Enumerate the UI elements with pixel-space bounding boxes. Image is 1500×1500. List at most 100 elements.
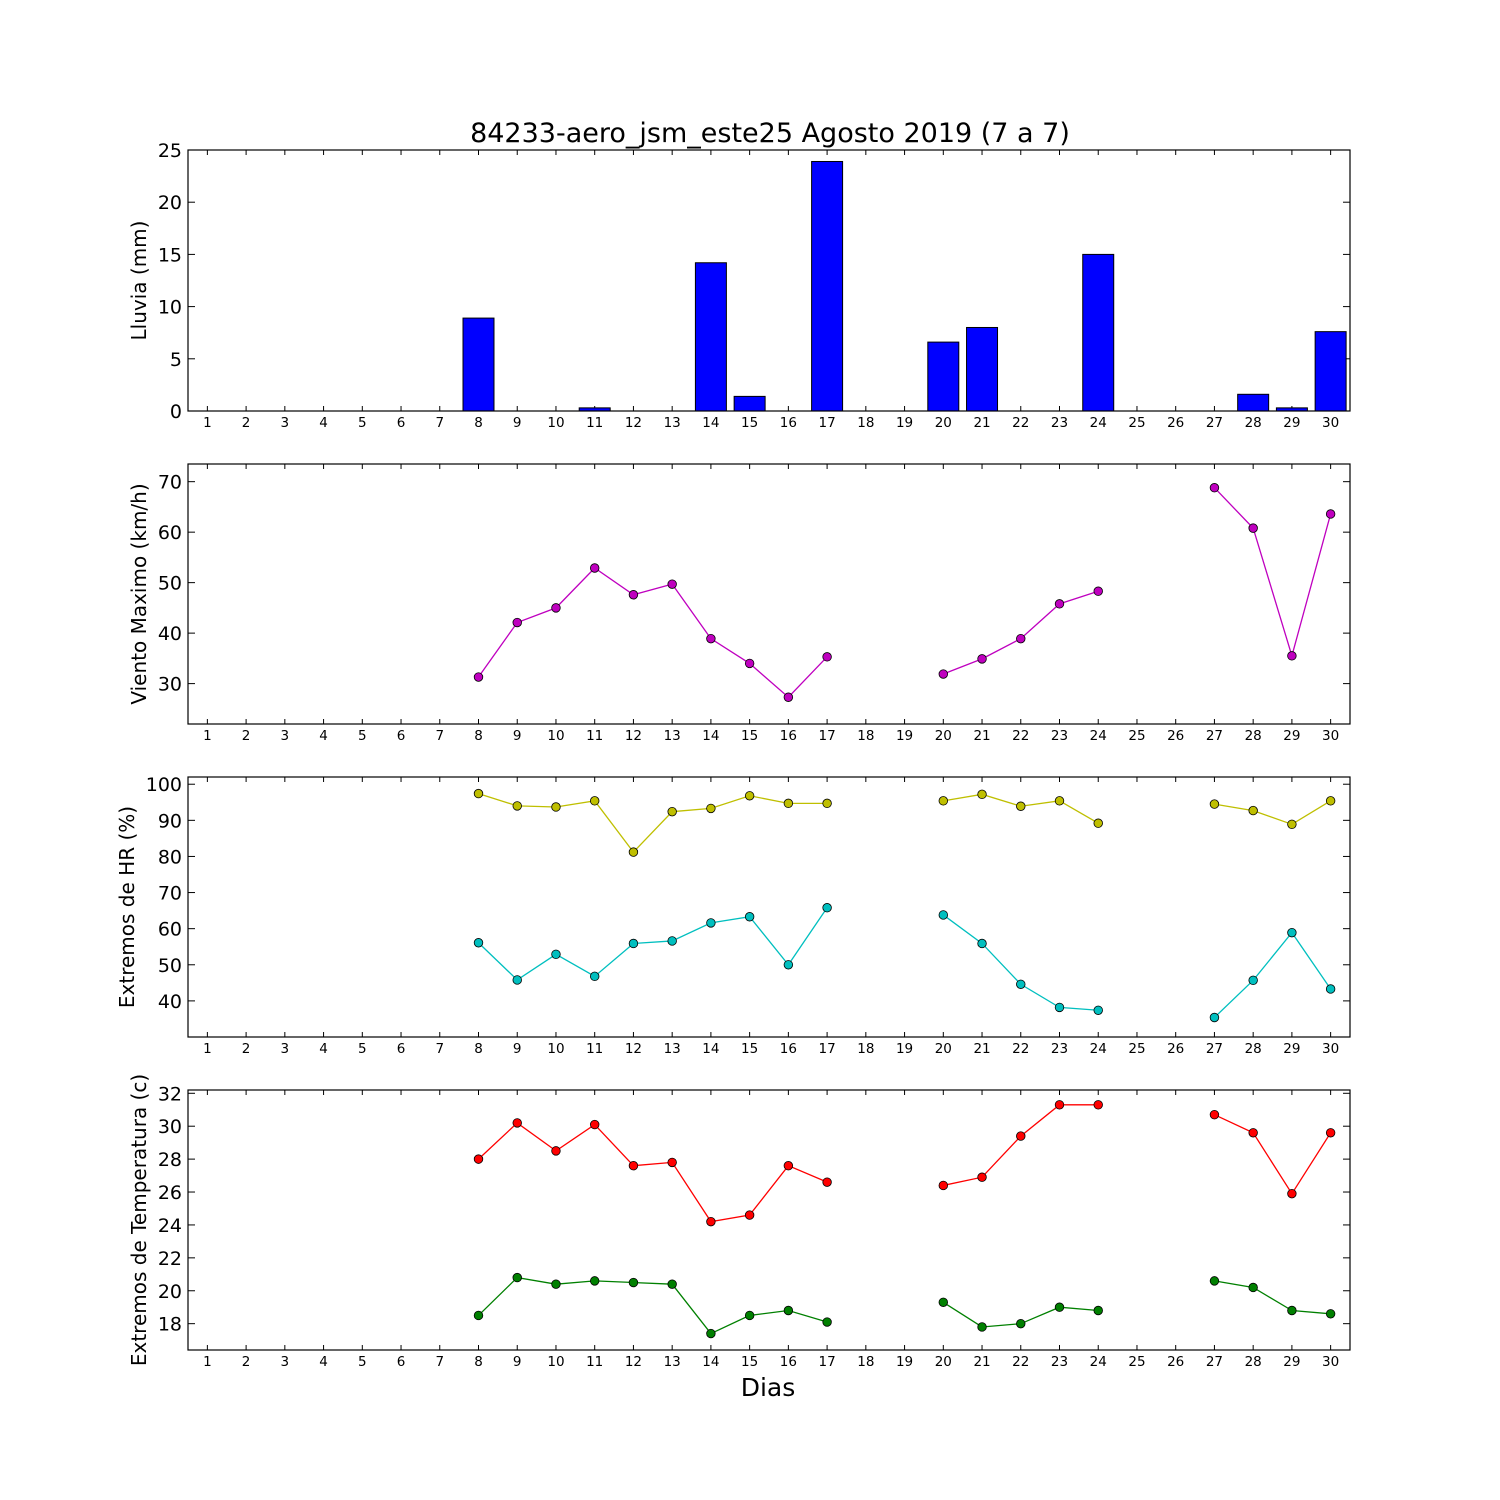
data-point: [744, 791, 755, 801]
x-tick-label: 21: [973, 1354, 990, 1370]
x-tick-label: 2: [242, 728, 251, 744]
x-tick-label: 12: [625, 1041, 642, 1057]
x-tick-label: 30: [1322, 728, 1339, 744]
x-tick-label: 11: [586, 415, 603, 431]
data-point: [473, 938, 484, 948]
data-point: [822, 903, 832, 913]
x-tick-label: 11: [586, 1354, 603, 1370]
x-tick-label: 7: [435, 415, 444, 431]
data-point: [1248, 975, 1258, 986]
series-line: [478, 1276, 828, 1335]
x-tick-label: 27: [1206, 728, 1223, 744]
x-tick-label: 1: [203, 1041, 212, 1057]
data-point: [1287, 927, 1297, 938]
data-point: [1054, 599, 1065, 609]
data-point: [1016, 1131, 1026, 1141]
data-point: [590, 1276, 600, 1286]
series-line: [1213, 487, 1332, 659]
data-point: [783, 798, 794, 809]
y-tick-label: 0: [170, 401, 182, 423]
data-point: [783, 960, 794, 970]
data-point: [1093, 1100, 1103, 1110]
series-line: [1213, 931, 1332, 1018]
y-tick-label: 30: [158, 1116, 182, 1138]
x-tick-label: 22: [1012, 1354, 1029, 1370]
x-tick-label: 11: [586, 728, 603, 744]
data-point: [512, 801, 522, 811]
x-tick-label: 10: [547, 1041, 564, 1057]
data-point: [628, 590, 639, 600]
data-point: [1209, 799, 1220, 809]
x-tick-label: 5: [358, 728, 367, 744]
x-tick-label: 2: [242, 415, 251, 431]
data-point: [1248, 805, 1258, 816]
data-point: [1016, 1318, 1026, 1329]
data-point: [590, 1119, 600, 1130]
y-tick-label: 22: [158, 1248, 182, 1270]
data-point: [706, 1216, 716, 1227]
bar: [927, 341, 960, 412]
x-tick-label: 24: [1090, 1041, 1107, 1057]
x-tick-label: 21: [973, 728, 990, 744]
data-point: [1287, 651, 1297, 661]
data-point: [1209, 1109, 1220, 1120]
series-line: [943, 590, 1099, 675]
y-tick-label: 10: [158, 297, 182, 319]
x-tick-label: 16: [780, 415, 797, 431]
x-tick-label: 1: [203, 728, 212, 744]
data-point: [1325, 1128, 1336, 1138]
data-point: [1248, 1282, 1258, 1293]
x-tick-label: 19: [896, 415, 913, 431]
data-point: [938, 796, 949, 806]
data-point: [706, 803, 716, 814]
data-point: [590, 563, 600, 573]
x-tick-label: 21: [973, 415, 990, 431]
x-tick-label: 17: [819, 415, 836, 431]
y-tick-label: 50: [158, 573, 182, 595]
data-point: [783, 1305, 794, 1316]
y-tick-label: 60: [158, 919, 182, 941]
x-tick-label: 23: [1051, 728, 1068, 744]
x-tick-label: 9: [513, 1041, 522, 1057]
x-tick-label: 27: [1206, 1041, 1223, 1057]
x-tick-label: 6: [397, 1041, 406, 1057]
x-tick-label: 19: [896, 1041, 913, 1057]
y-tick-label: 5: [170, 349, 182, 371]
x-tick-label: 27: [1206, 415, 1223, 431]
x-tick-label: 29: [1283, 728, 1300, 744]
chart-title: 84233-aero_jsm_este25 Agosto 2019 (7 a 7…: [470, 118, 1070, 149]
data-point: [628, 1160, 639, 1171]
x-tick-label: 25: [1128, 728, 1145, 744]
data-point: [744, 1310, 755, 1321]
y-tick-label: 24: [158, 1215, 182, 1237]
data-point: [1287, 1305, 1297, 1316]
x-tick-label: 10: [547, 728, 564, 744]
plot-frame: [187, 1089, 1351, 1351]
x-tick-label: 18: [857, 415, 874, 431]
x-tick-label: 22: [1012, 728, 1029, 744]
y-tick-label: 30: [158, 674, 182, 696]
data-point: [512, 617, 522, 628]
data-point: [473, 1154, 484, 1164]
x-tick-label: 26: [1167, 415, 1184, 431]
data-point: [822, 652, 832, 662]
series-line: [1214, 800, 1331, 826]
x-tick-label: 23: [1051, 1354, 1068, 1370]
data-point: [783, 692, 794, 702]
data-point: [1054, 1002, 1065, 1013]
data-point: [1248, 523, 1258, 533]
x-tick-label: 20: [935, 1354, 952, 1370]
x-tick-label: 12: [625, 415, 642, 431]
x-tick-label: 13: [664, 728, 681, 744]
x-tick-label: 28: [1245, 728, 1262, 744]
data-point: [938, 1180, 949, 1191]
y-tick-label: 18: [158, 1314, 182, 1336]
x-tick-label: 1: [203, 415, 212, 431]
series-line: [477, 567, 828, 699]
data-point: [1325, 1309, 1336, 1319]
x-tick-label: 5: [358, 1354, 367, 1370]
data-point: [1093, 1005, 1103, 1015]
